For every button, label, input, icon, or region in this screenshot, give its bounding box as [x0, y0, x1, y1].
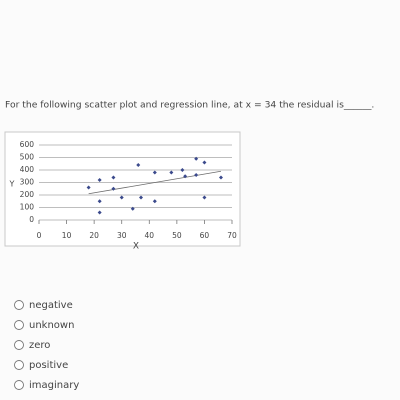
- y-tick-label: 200: [20, 190, 35, 199]
- radio-button[interactable]: [14, 380, 24, 390]
- radio-button[interactable]: [14, 360, 24, 370]
- point: [180, 168, 185, 172]
- x-tick-label: 70: [227, 231, 237, 240]
- point: [97, 178, 102, 182]
- point: [130, 206, 135, 211]
- question: For the following scatter plot and regre…: [5, 100, 374, 111]
- y-tick-label: 300: [20, 178, 35, 187]
- regression-line: [88, 170, 222, 195]
- point: [119, 195, 124, 200]
- y-tick-label: 0: [29, 215, 34, 224]
- option-label[interactable]: imaginary: [29, 380, 79, 391]
- y-tick-label: 400: [20, 165, 35, 174]
- point: [202, 160, 207, 165]
- option-label[interactable]: unknown: [29, 320, 74, 331]
- x-tick-label: 20: [89, 231, 99, 240]
- option-label[interactable]: zero: [29, 340, 50, 351]
- x-tick-label: 50: [172, 231, 182, 240]
- point: [111, 175, 116, 180]
- y-tick-label: 600: [20, 140, 35, 149]
- x-tick-label: 30: [117, 231, 127, 240]
- point: [169, 170, 174, 175]
- y-tick-label: 500: [20, 153, 35, 162]
- x-axis-label: X: [133, 242, 139, 252]
- point: [97, 199, 102, 204]
- y-axis-label: Y: [9, 180, 15, 189]
- radio-button[interactable]: [14, 320, 24, 330]
- y-tick-label: 100: [20, 203, 35, 212]
- point: [194, 173, 199, 177]
- point: [194, 156, 199, 161]
- radio-button[interactable]: [14, 340, 24, 350]
- radio-button[interactable]: [14, 300, 24, 310]
- point: [97, 210, 102, 215]
- chart-frame: [4, 131, 241, 247]
- point: [218, 175, 223, 180]
- option-label[interactable]: positive: [29, 360, 68, 371]
- point: [183, 174, 188, 179]
- point: [136, 163, 141, 167]
- point: [152, 199, 157, 204]
- x-tick-label: 60: [200, 231, 210, 240]
- x-tick-label: 40: [145, 231, 155, 240]
- point: [111, 186, 116, 191]
- point: [202, 195, 207, 200]
- option-label[interactable]: negative: [29, 300, 73, 311]
- point: [152, 170, 157, 175]
- x-tick-label: 0: [37, 231, 42, 240]
- x-tick-label: 10: [62, 231, 72, 240]
- point: [139, 195, 144, 200]
- point: [86, 185, 91, 190]
